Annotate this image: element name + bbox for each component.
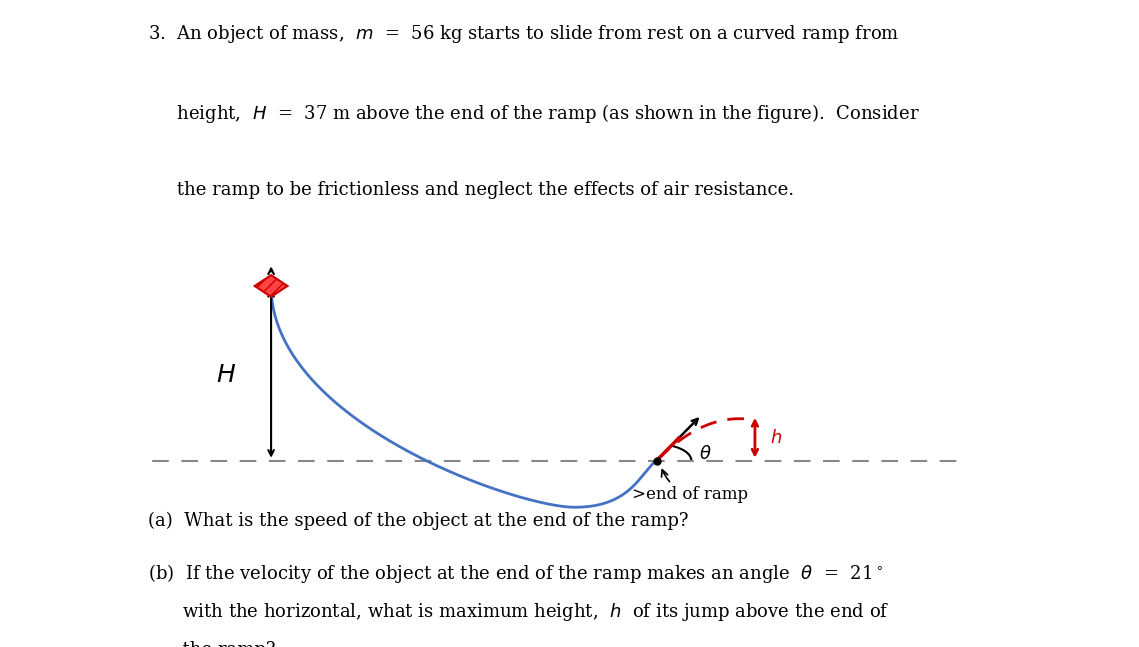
Text: $h$: $h$ xyxy=(770,429,781,447)
Text: (b)  If the velocity of the object at the end of the ramp makes an angle  $\thet: (b) If the velocity of the object at the… xyxy=(148,562,883,585)
Text: height,  $H$  =  37 m above the end of the ramp (as shown in the figure).  Consi: height, $H$ = 37 m above the end of the … xyxy=(148,102,920,125)
Text: the ramp?: the ramp? xyxy=(148,641,276,647)
Text: >end of ramp: >end of ramp xyxy=(632,470,748,503)
Text: (a)  What is the speed of the object at the end of the ramp?: (a) What is the speed of the object at t… xyxy=(148,512,689,530)
Text: $H$: $H$ xyxy=(216,364,236,387)
Text: $\theta$: $\theta$ xyxy=(699,444,712,463)
Text: the ramp to be frictionless and neglect the effects of air resistance.: the ramp to be frictionless and neglect … xyxy=(148,181,794,199)
Polygon shape xyxy=(255,275,287,297)
Text: with the horizontal, what is maximum height,  $h$  of its jump above the end of: with the horizontal, what is maximum hei… xyxy=(148,602,890,624)
Text: 3.  An object of mass,  $m$  =  56 kg starts to slide from rest on a curved ramp: 3. An object of mass, $m$ = 56 kg starts… xyxy=(148,23,900,45)
